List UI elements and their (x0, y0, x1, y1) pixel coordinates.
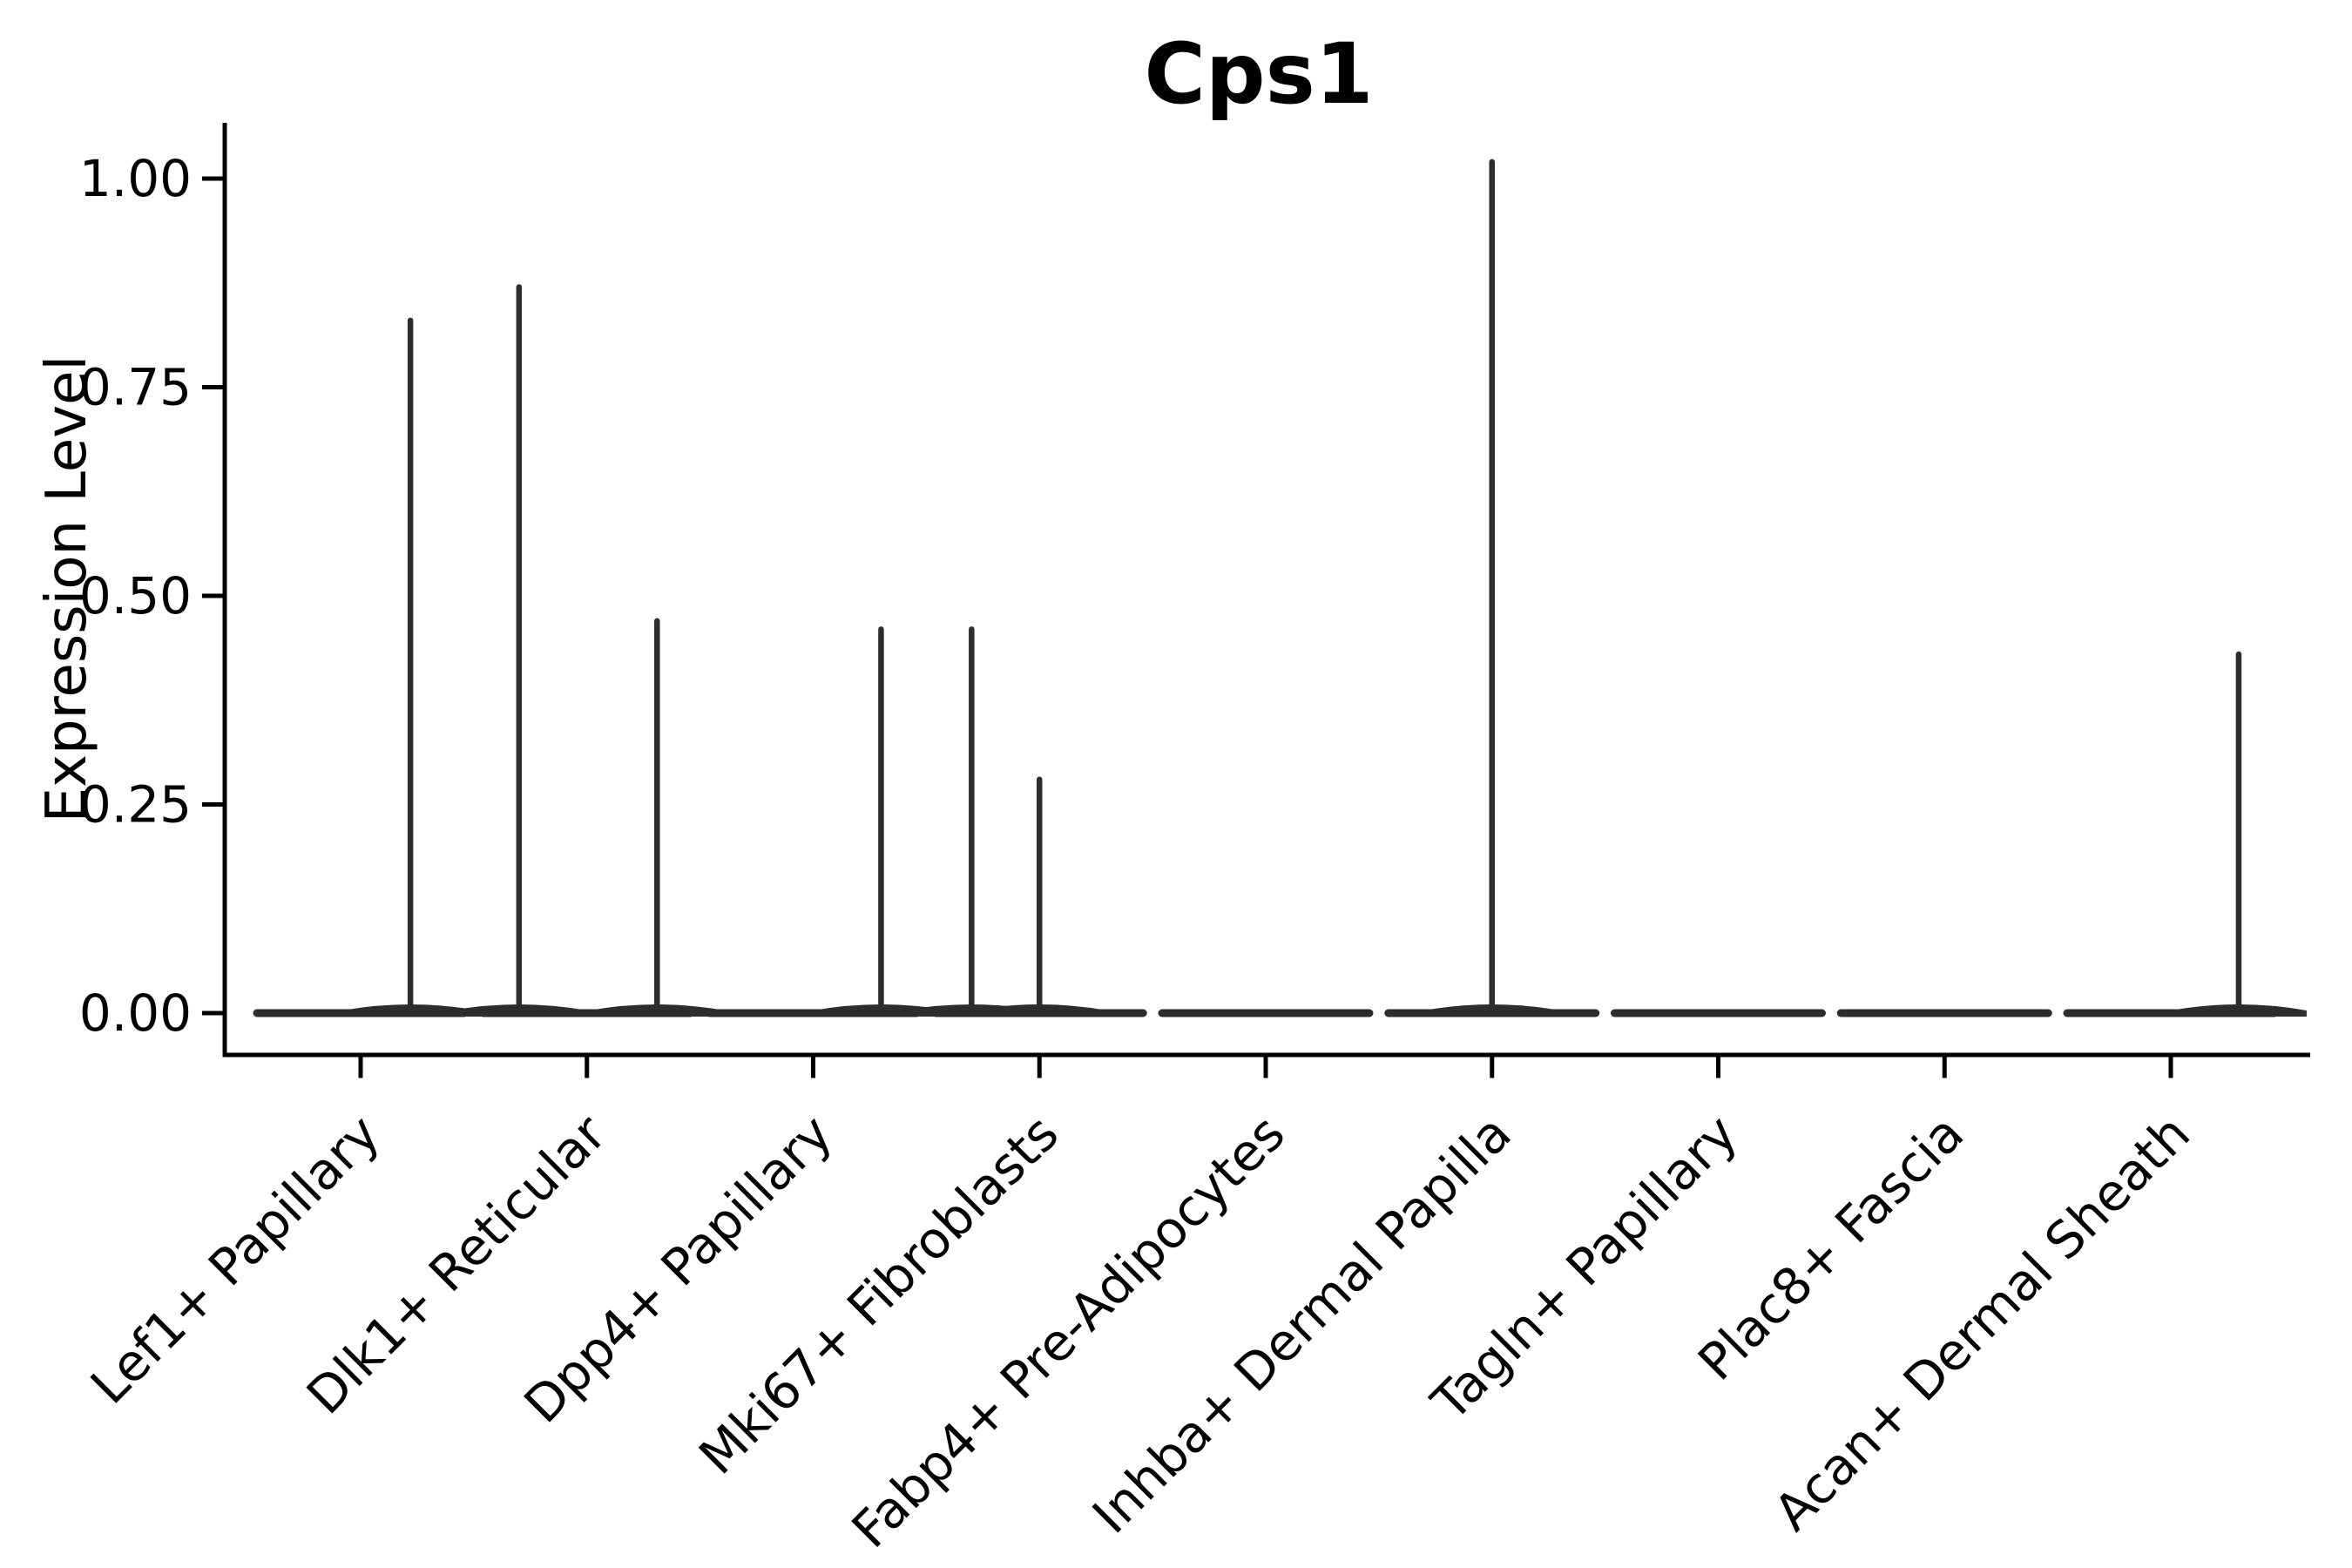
violin (253, 317, 479, 1017)
chart-title: Cps1 (1144, 25, 1373, 123)
x-tick-label: Inhba+ Dermal Papilla (1081, 1104, 1523, 1545)
violin (903, 626, 1147, 1017)
y-tick-label: 0.75 (79, 358, 192, 417)
x-tick-label: Fabp4+ Pre-Adipocytes (841, 1104, 1296, 1559)
violin (2063, 651, 2307, 1017)
y-tick-label: 0.25 (79, 775, 192, 835)
violin (450, 284, 726, 1017)
y-axis-ticks-layer: 0.00 0.25 0.50 0.75 1.00 (79, 149, 225, 1043)
violin (706, 626, 950, 1017)
y-tick-label: 0.00 (79, 983, 192, 1043)
violin (1384, 159, 1600, 1017)
axes-layer (222, 123, 2310, 1058)
violins-layer (253, 159, 2307, 1017)
x-tick-label: Acan+ Dermal Sheath (1762, 1104, 2200, 1542)
y-tick-label: 1.00 (79, 149, 192, 208)
y-axis-label: Expression Level (35, 355, 99, 823)
y-tick-label: 0.50 (79, 566, 192, 625)
